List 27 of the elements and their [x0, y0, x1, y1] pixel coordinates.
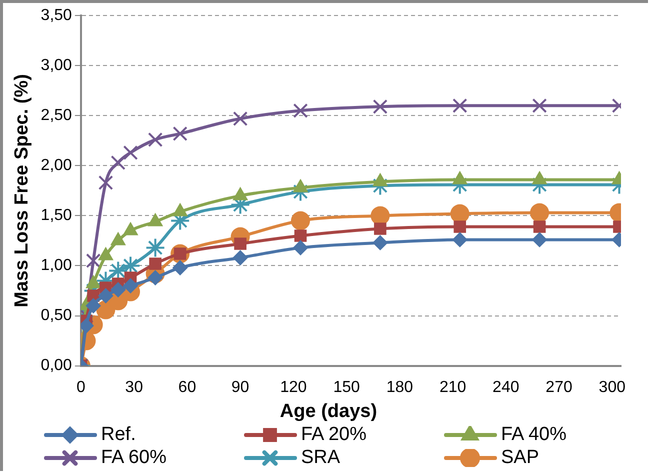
x-tick-label: 300 — [598, 378, 626, 396]
x-tick-label: 270 — [546, 378, 572, 396]
legend-label: FA 20% — [301, 424, 366, 446]
x-tick-label: 60 — [178, 378, 196, 396]
y-tick-label: 3,00 — [40, 57, 72, 74]
x-tick-label: 150 — [333, 378, 360, 396]
y-tick-label: 0,50 — [40, 307, 72, 324]
x-tick-label: 0 — [76, 378, 86, 396]
y-tick-label: 2,00 — [40, 157, 72, 174]
legend-label: FA 60% — [101, 446, 166, 468]
y-tick-label: 2,50 — [40, 107, 72, 124]
y-tick-label: 1,50 — [40, 207, 72, 224]
x-tick-label: 210 — [439, 378, 466, 396]
y-tick-label: 1,00 — [40, 257, 72, 274]
legend-label: FA 40% — [501, 424, 566, 446]
x-tick-label: 90 — [231, 378, 250, 396]
y-axis-title: Mass Loss Free Spec. (%) — [12, 74, 33, 308]
x-tick-label: 30 — [125, 378, 144, 396]
y-tick-label: 0,00 — [40, 357, 72, 374]
legend-label: Ref. — [101, 424, 136, 446]
x-axis-title: Age (days) — [278, 401, 378, 423]
y-tick-label: 3,50 — [40, 7, 72, 24]
legend-label: SAP — [501, 446, 540, 468]
x-tick-label: 180 — [386, 378, 414, 396]
x-tick-label: 240 — [492, 378, 520, 396]
x-tick-label: 120 — [280, 378, 307, 396]
legend-label: SRA — [301, 446, 340, 468]
